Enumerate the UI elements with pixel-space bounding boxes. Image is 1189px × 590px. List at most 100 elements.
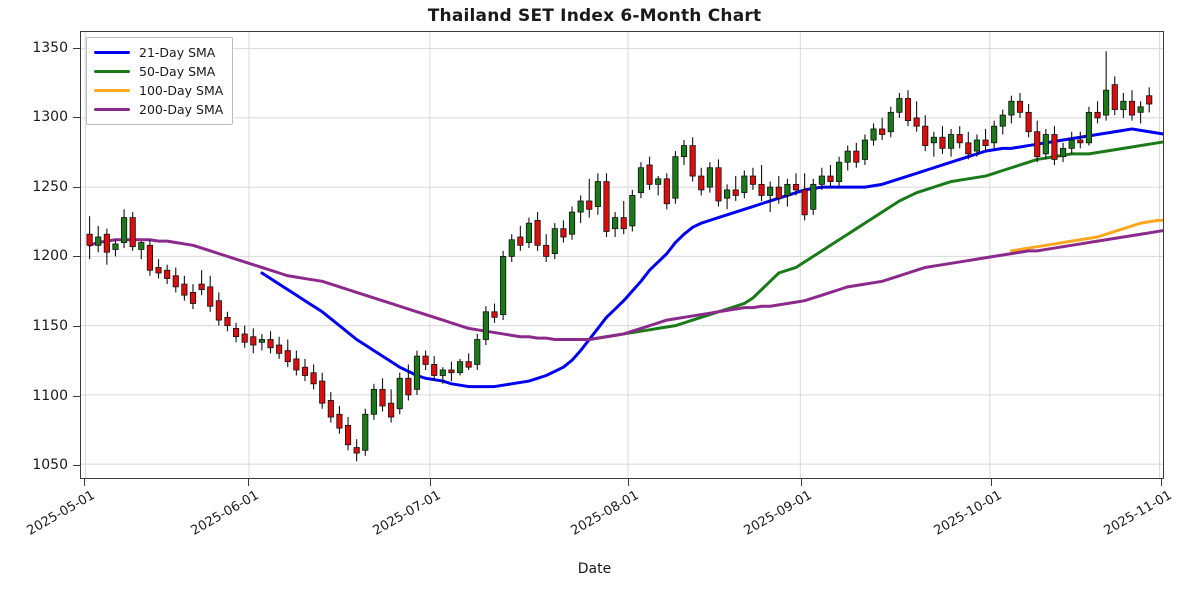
candlestick: [370, 383, 377, 420]
candlestick: [646, 156, 653, 190]
candlestick: [543, 234, 550, 262]
candle-body: [422, 355, 429, 365]
candlestick: [904, 90, 912, 127]
legend-item-21-day-sma[interactable]: 21-Day SMA: [94, 43, 223, 62]
candlestick: [207, 275, 214, 312]
candlestick: [112, 239, 119, 257]
candlestick: [594, 173, 601, 215]
candle-body: [1060, 147, 1067, 158]
candlestick: [215, 292, 222, 326]
candlestick: [172, 267, 179, 293]
candlestick: [121, 209, 128, 249]
candle-body: [698, 175, 705, 191]
candle-body: [973, 139, 980, 152]
sma-line-200-day-sma: [88, 229, 1163, 341]
candlestick: [1120, 92, 1127, 118]
candlestick: [870, 123, 877, 146]
candle-body: [491, 311, 498, 318]
candle-body: [448, 369, 455, 374]
candlestick: [784, 178, 791, 207]
candle-body: [689, 145, 696, 177]
legend-item-50-day-sma[interactable]: 50-Day SMA: [94, 62, 223, 81]
candlestick: [439, 367, 446, 384]
candle-body: [86, 233, 93, 246]
gridlines: [81, 32, 1163, 478]
candlestick: [1060, 142, 1067, 163]
candle-body: [1051, 134, 1058, 160]
candle-body: [1016, 100, 1024, 113]
y-tick-mark: [73, 117, 80, 119]
y-tick-label: 1050: [32, 457, 68, 474]
y-tick-mark: [73, 47, 80, 49]
candle-body: [293, 358, 300, 371]
y-tick-label: 1200: [32, 248, 68, 265]
candlestick: [577, 195, 584, 224]
candlestick: [1146, 87, 1153, 113]
candle-body: [594, 181, 601, 207]
candlestick: [620, 200, 627, 235]
candlestick: [1042, 128, 1049, 160]
candlestick: [939, 126, 946, 154]
candlestick: [422, 350, 429, 370]
candlestick: [1034, 120, 1041, 163]
candle-body: [732, 189, 739, 196]
candle-body: [534, 219, 541, 246]
x-tick-label: 2025-11-01: [1101, 488, 1175, 539]
candlestick: [336, 405, 343, 434]
candlestick: [534, 212, 541, 251]
y-tick-label: 1250: [32, 178, 68, 195]
candle-body: [181, 283, 188, 296]
legend-item-200-day-sma[interactable]: 200-Day SMA: [94, 100, 223, 119]
candle-body: [224, 316, 231, 327]
x-tick-mark: [248, 479, 250, 486]
legend-item-100-day-sma[interactable]: 100-Day SMA: [94, 81, 223, 100]
candle-body: [525, 222, 533, 243]
candlestick: [448, 361, 455, 382]
candle-body: [146, 244, 153, 271]
plot-area: [80, 31, 1164, 479]
candlestick: [999, 109, 1006, 135]
candlestick: [310, 364, 317, 390]
candlestick: [353, 439, 360, 462]
candlestick: [956, 126, 963, 149]
candlestick: [836, 156, 843, 188]
candle-body: [431, 364, 438, 376]
candlestick: [663, 173, 670, 210]
candle-body: [1111, 84, 1118, 110]
candle-body: [172, 275, 179, 288]
candle-body: [870, 128, 877, 141]
candle-body: [922, 125, 929, 146]
y-tick-mark: [73, 186, 80, 188]
candle-body: [336, 413, 343, 429]
candle-body: [775, 186, 782, 199]
candlestick: [1085, 106, 1092, 146]
candlestick: [741, 170, 748, 199]
candlestick: [680, 140, 688, 165]
candle-body: [129, 217, 136, 248]
y-tick-label: 1300: [32, 109, 68, 126]
candle-body: [706, 167, 713, 188]
candle-body: [1008, 100, 1015, 116]
candlestick: [224, 311, 231, 332]
candle-body: [672, 156, 679, 199]
candlestick: [672, 151, 679, 204]
candlestick: [164, 264, 171, 285]
candlestick: [405, 364, 412, 401]
candle-body: [965, 142, 972, 155]
sma-lines: [88, 127, 1163, 389]
candle-body: [543, 244, 550, 257]
candle-body: [1137, 106, 1144, 113]
candle-body: [155, 267, 162, 274]
candlestick: [258, 333, 265, 351]
candlestick: [388, 389, 395, 423]
candlestick: [456, 358, 464, 376]
candle-body: [853, 150, 860, 163]
candlestick: [861, 134, 869, 165]
candlestick: [198, 270, 205, 296]
candle-body: [603, 181, 610, 232]
candle-body: [310, 372, 317, 385]
candle-body: [474, 339, 481, 365]
candlestick: [1128, 90, 1136, 121]
candlestick: [913, 101, 920, 132]
candlestick: [948, 128, 955, 157]
